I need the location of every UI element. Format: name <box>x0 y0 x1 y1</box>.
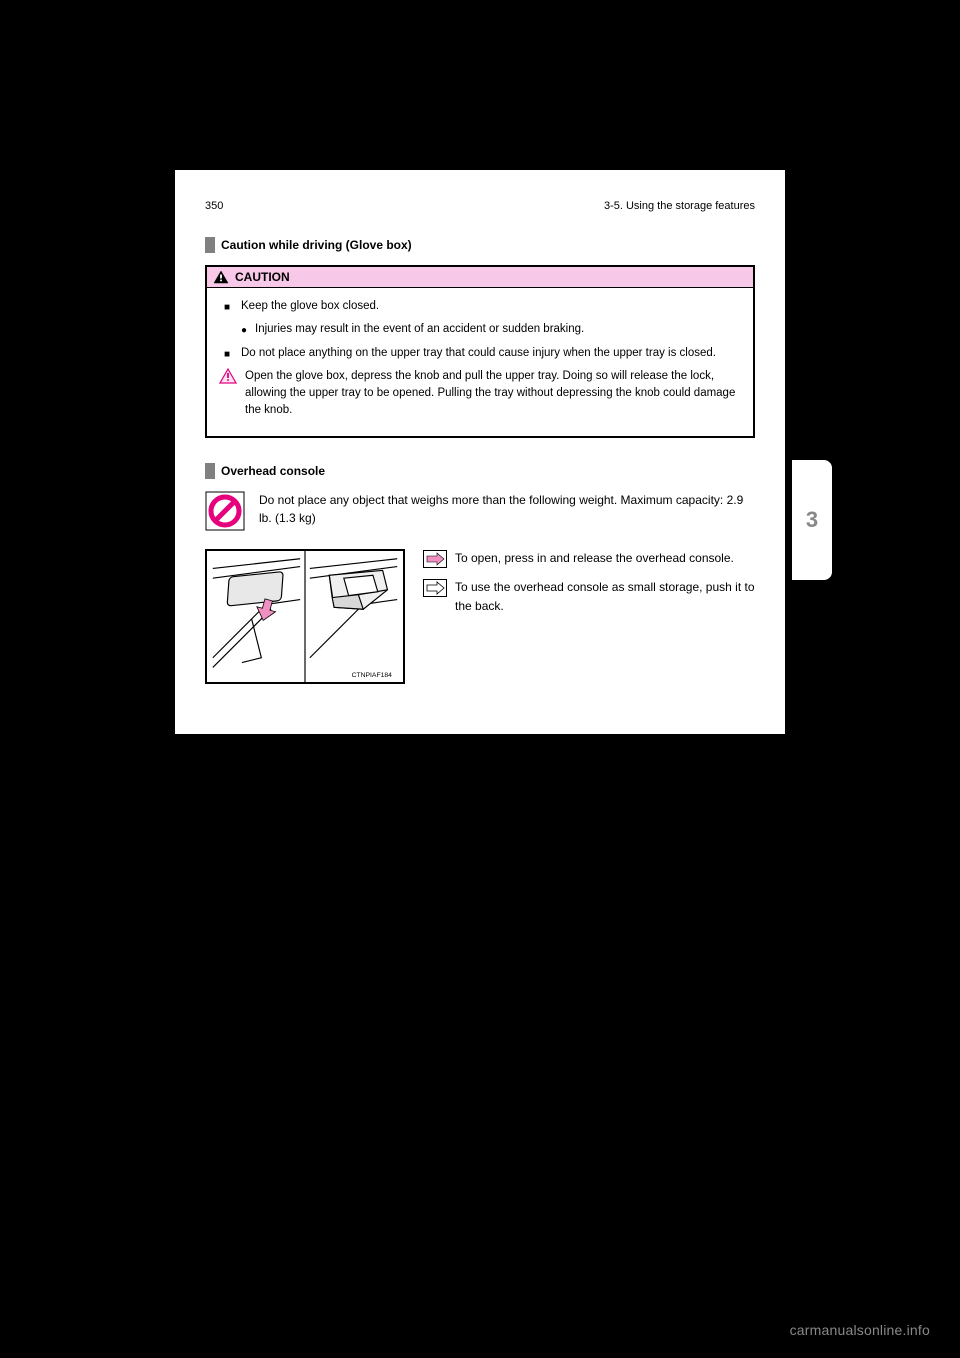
manual-page: 350 3-5. Using the storage features Caut… <box>175 170 785 734</box>
warning-triangle-small-icon <box>219 368 237 390</box>
svg-text:CTNPIAF184: CTNPIAF184 <box>352 672 393 679</box>
section-header-overhead: Overhead console <box>205 463 755 479</box>
instruction-use: To use the overhead console as small sto… <box>423 578 755 616</box>
page-number: 350 <box>205 200 223 212</box>
bullet-icon: ■ <box>224 300 230 315</box>
caution-label: CAUTION <box>235 270 290 284</box>
warning-triangle-icon <box>213 270 229 284</box>
caution-text: Injuries may result in the event of an a… <box>255 323 584 335</box>
section-title-overhead: Overhead console <box>221 464 325 478</box>
instruction-open: To open, press in and release the overhe… <box>423 549 755 568</box>
caution-text: Keep the glove box closed. <box>241 300 379 312</box>
figure-instructions: To open, press in and release the overhe… <box>423 549 755 684</box>
instruction-open-text: To open, press in and release the overhe… <box>455 549 734 568</box>
section-marker-icon <box>205 237 215 253</box>
section-title-glove: Caution while driving (Glove box) <box>221 238 412 252</box>
bullet-icon: ● <box>241 323 247 338</box>
bullet-icon: ■ <box>224 347 230 362</box>
caution-header: CAUTION <box>207 267 753 288</box>
caution-item: ■ Do not place anything on the upper tra… <box>219 345 741 362</box>
overhead-console-figure: CTNPIAF184 <box>205 549 405 684</box>
notice-text: Do not place any object that weighs more… <box>259 491 755 527</box>
arrow-use-icon <box>423 579 447 597</box>
section-header-glove: Caution while driving (Glove box) <box>205 237 755 253</box>
arrow-open-icon <box>423 550 447 568</box>
notice-row: Do not place any object that weighs more… <box>205 491 755 531</box>
chapter-reference: 3-5. Using the storage features <box>604 200 755 212</box>
caution-text: Do not place anything on the upper tray … <box>241 347 716 359</box>
watermark: carmanualsonline.info <box>790 1322 930 1338</box>
prohibit-icon <box>205 491 245 531</box>
figure-row: CTNPIAF184 To open, press in and release… <box>205 549 755 684</box>
side-tab: 3 <box>792 460 832 580</box>
caution-box: CAUTION ■ Keep the glove box closed. ● I… <box>205 265 755 438</box>
page-header: 350 3-5. Using the storage features <box>205 200 755 212</box>
caution-item: ● Injuries may result in the event of an… <box>219 321 741 338</box>
caution-item-icon: Open the glove box, depress the knob and… <box>219 368 741 420</box>
side-tab-number: 3 <box>806 507 818 533</box>
instruction-use-text: To use the overhead console as small sto… <box>455 578 755 616</box>
caution-item: ■ Keep the glove box closed. <box>219 298 741 315</box>
section-marker-icon <box>205 463 215 479</box>
caution-text: Open the glove box, depress the knob and… <box>245 370 735 417</box>
caution-body: ■ Keep the glove box closed. ● Injuries … <box>207 288 753 436</box>
